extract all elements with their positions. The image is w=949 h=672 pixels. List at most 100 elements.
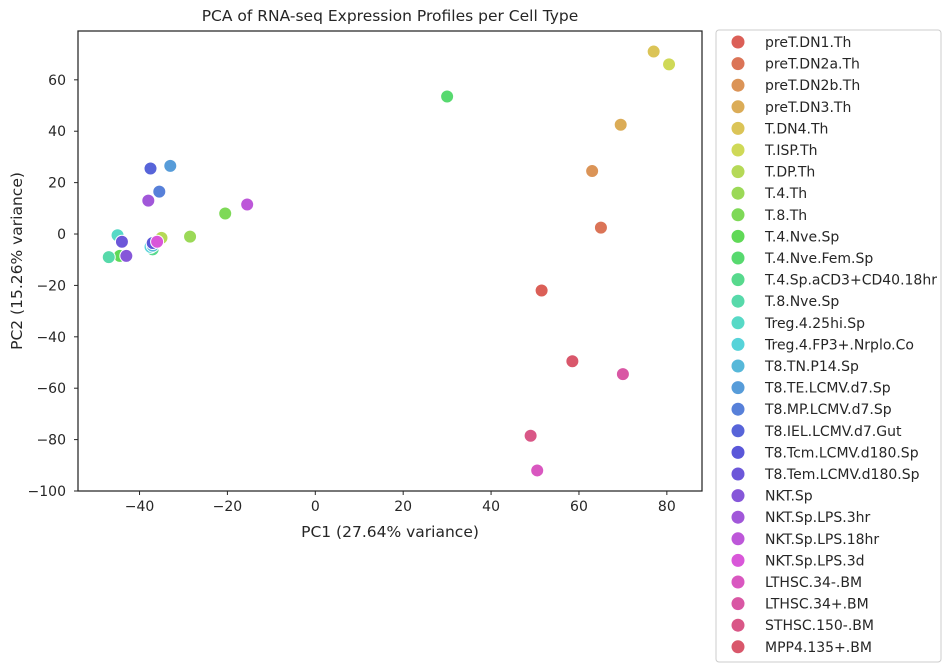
legend-label: STHSC.150-.BM xyxy=(765,618,874,634)
legend-marker xyxy=(731,532,745,546)
legend-label: T.4.Nve.Sp xyxy=(764,229,839,245)
legend-marker xyxy=(731,165,745,179)
legend-marker xyxy=(731,294,745,308)
legend-marker xyxy=(731,467,745,481)
legend-item: T8.TN.P14.Sp xyxy=(731,359,859,375)
legend-item: T8.MP.LCMV.d7.Sp xyxy=(731,402,892,418)
legend-item: STHSC.150-.BM xyxy=(731,618,874,634)
legend-label: NKT.Sp.LPS.3hr xyxy=(765,510,870,526)
data-point xyxy=(119,248,134,263)
legend-item: T.DP.Th xyxy=(731,165,815,181)
data-point xyxy=(585,164,600,179)
y-tick-label: −80 xyxy=(36,433,66,449)
data-point xyxy=(530,463,545,478)
legend-label: T8.TE.LCMV.d7.Sp xyxy=(764,381,891,397)
legend-item: preT.DN2a.Th xyxy=(731,57,860,73)
data-point xyxy=(150,234,165,249)
y-tick-label: −40 xyxy=(36,330,66,346)
legend-marker xyxy=(731,78,745,92)
y-tick-label: 0 xyxy=(57,227,66,243)
legend-frame xyxy=(715,29,942,663)
data-point xyxy=(141,193,156,208)
legend-item: T.8.Th xyxy=(731,208,807,224)
legend-marker xyxy=(731,57,745,71)
legend-label: T.4.Sp.aCD3+CD40.18hr xyxy=(764,273,937,289)
y-tick-label: −60 xyxy=(36,381,66,397)
legend-item: Treg.4.25hi.Sp xyxy=(731,316,865,332)
legend-marker xyxy=(731,445,745,459)
legend-label: T.ISP.Th xyxy=(764,143,818,159)
legend-label: preT.DN1.Th xyxy=(765,35,851,51)
data-point xyxy=(565,354,580,369)
legend-marker xyxy=(731,100,745,114)
data-point xyxy=(646,44,661,59)
legend-marker xyxy=(731,143,745,157)
data-point xyxy=(615,367,630,382)
x-tick-label: −20 xyxy=(213,499,243,515)
legend-label: T.DN4.Th xyxy=(764,121,828,137)
legend-item: T.8.Nve.Sp xyxy=(731,294,839,310)
y-tick-label: −20 xyxy=(36,278,66,294)
legend-label: preT.DN2a.Th xyxy=(765,57,860,73)
data-point xyxy=(101,250,116,265)
legend-label: preT.DN3.Th xyxy=(765,100,851,116)
legend-marker xyxy=(731,510,745,524)
legend-label: MPP4.135+.BM xyxy=(765,640,872,656)
legend-marker xyxy=(731,640,745,654)
legend-label: T.4.Th xyxy=(764,186,807,202)
legend-marker xyxy=(731,424,745,438)
legend-label: LTHSC.34+.BM xyxy=(765,597,869,613)
data-point xyxy=(114,234,129,249)
legend-item: T.4.Sp.aCD3+CD40.18hr xyxy=(731,273,937,289)
legend-marker xyxy=(731,359,745,373)
legend-items: preT.DN1.Th preT.DN2a.Th preT.DN2b.Th preT.… xyxy=(731,35,937,656)
legend-item: NKT.Sp.LPS.18hr xyxy=(731,532,879,548)
data-point xyxy=(662,57,677,72)
legend-marker xyxy=(731,251,745,265)
legend-marker xyxy=(731,618,745,632)
legend-item: T8.TE.LCMV.d7.Sp xyxy=(731,381,891,397)
x-axis-label: PC1 (27.64% variance) xyxy=(301,523,479,541)
legend-marker xyxy=(731,208,745,222)
legend-label: NKT.Sp.LPS.3d xyxy=(765,553,865,569)
legend-marker xyxy=(731,402,745,416)
x-tick-label: 0 xyxy=(311,499,320,515)
legend-item: T8.IEL.LCMV.d7.Gut xyxy=(731,424,902,440)
plot-area: −40 −20 0 20 40 60 80 −100 −80 −60 −40 −20 0 20 40 60 xyxy=(28,30,703,515)
legend-item: T.4.Nve.Sp xyxy=(731,229,839,245)
legend-marker xyxy=(731,575,745,589)
legend-item: NKT.Sp xyxy=(731,489,813,505)
legend-label: T8.IEL.LCMV.d7.Gut xyxy=(764,424,902,440)
legend-label: T.4.Nve.Fem.Sp xyxy=(764,251,873,267)
y-tick-label: 60 xyxy=(48,73,66,89)
legend-label: NKT.Sp.LPS.18hr xyxy=(765,532,879,548)
legend-item: T.ISP.Th xyxy=(731,143,818,159)
y-tick-label: 40 xyxy=(48,124,66,140)
chart-title: PCA of RNA-seq Expression Profiles per C… xyxy=(202,7,579,25)
data-points xyxy=(101,44,677,478)
x-tick-label: 40 xyxy=(482,499,500,515)
legend-label: Treg.4.25hi.Sp xyxy=(764,316,865,332)
data-point xyxy=(593,220,608,235)
legend-label: NKT.Sp xyxy=(765,489,813,505)
y-tick-label: 20 xyxy=(48,176,66,192)
data-point xyxy=(613,117,628,132)
legend-label: T.8.Th xyxy=(764,208,807,224)
legend-marker xyxy=(731,186,745,200)
legend-item: LTHSC.34-.BM xyxy=(731,575,862,591)
legend-label: preT.DN2b.Th xyxy=(765,78,860,94)
legend-item: T.DN4.Th xyxy=(731,121,828,137)
data-point xyxy=(183,229,198,244)
x-axis-ticks: −40 −20 0 20 40 60 80 xyxy=(125,491,676,515)
data-point xyxy=(440,89,455,104)
legend-item: Treg.4.FP3+.Nrplo.Co xyxy=(731,337,914,353)
legend-label: T.8.Nve.Sp xyxy=(764,294,839,310)
legend-marker xyxy=(731,35,745,49)
legend-item: preT.DN2b.Th xyxy=(731,78,860,94)
legend-marker xyxy=(731,316,745,330)
legend-label: T8.Tem.LCMV.d180.Sp xyxy=(764,467,920,483)
legend-item: NKT.Sp.LPS.3d xyxy=(731,553,865,569)
data-point xyxy=(143,161,158,176)
legend-marker xyxy=(731,273,745,287)
legend-label: LTHSC.34-.BM xyxy=(765,575,862,591)
